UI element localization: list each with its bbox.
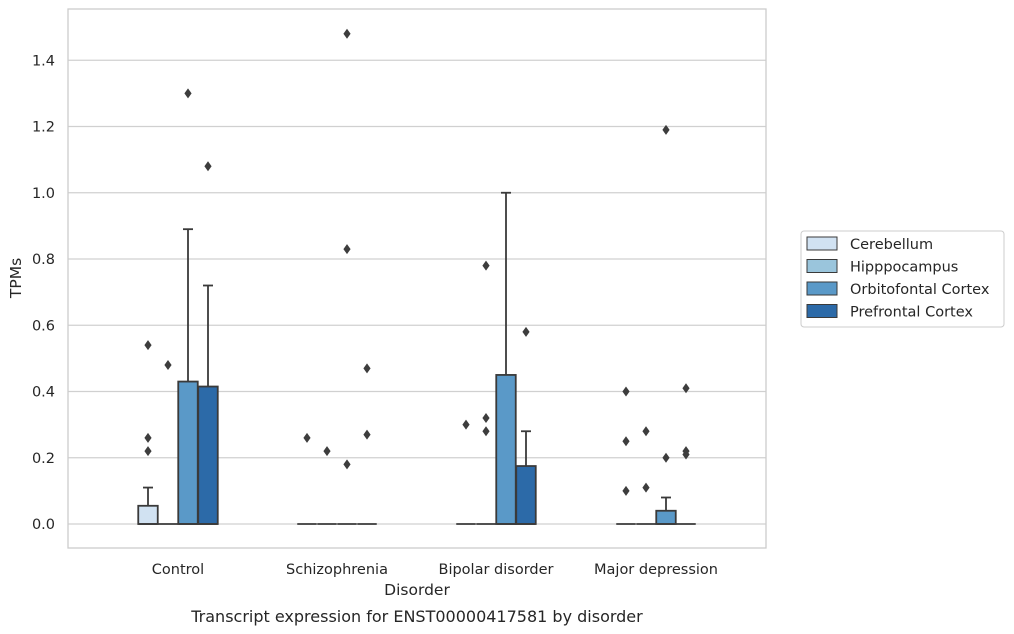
y-axis-label: TPMs [7, 258, 25, 299]
y-tick-label: 0.0 [32, 517, 55, 533]
outlier-point [662, 124, 670, 135]
outlier-point [184, 88, 192, 99]
box [495, 374, 517, 525]
outlier-point [303, 432, 311, 443]
box [137, 504, 159, 525]
y-tick-label: 0.4 [32, 385, 55, 401]
outlier-point [642, 426, 650, 437]
outlier-point [144, 432, 152, 443]
x-tick-label: Control [152, 562, 204, 578]
outlier-point [622, 436, 630, 447]
plot-frame [67, 8, 767, 549]
y-tick-label: 1.4 [32, 53, 55, 69]
box-cerebellum [456, 419, 476, 525]
outlier-point [323, 446, 331, 457]
outlier-point [343, 459, 351, 470]
box-cerebellum [616, 386, 636, 525]
outlier-point [622, 386, 630, 397]
outlier-point [522, 326, 530, 337]
legend-swatch [806, 304, 838, 318]
x-axis-label: Disorder [384, 581, 450, 599]
outlier-point [144, 446, 152, 457]
legend-label: Orbitofontal Cortex [850, 282, 990, 298]
box-orbitofontal-cortex [655, 124, 677, 525]
box-cerebellum [297, 432, 317, 525]
y-axis-ticks: 0.0 0.2 0.4 0.6 0.8 1.0 1.2 1.4 [32, 53, 55, 533]
box-orbitofontal-cortex [337, 28, 357, 525]
box-hipppocampus [476, 260, 496, 525]
box-hipppocampus [317, 446, 337, 525]
box-prefrontal-cortex [515, 326, 537, 525]
x-tick-label: Bipolar disorder [439, 562, 554, 578]
legend-label: Cerebellum [850, 237, 933, 253]
box-prefrontal-cortex [676, 383, 696, 525]
outlier-point [682, 383, 690, 394]
y-tick-label: 1.0 [32, 186, 55, 202]
box-prefrontal-cortex [357, 363, 377, 525]
box-orbitofontal-cortex [177, 88, 199, 525]
outlier-point [343, 244, 351, 255]
legend-swatch [806, 236, 838, 251]
box [197, 385, 219, 525]
legend-label: Hipppocampus [850, 260, 958, 276]
outlier-point [682, 449, 690, 460]
legend-frame [800, 230, 1005, 328]
box-cerebellum [137, 340, 159, 525]
box [655, 509, 677, 525]
box [515, 465, 537, 525]
outlier-point [204, 161, 212, 172]
outlier-point [482, 260, 490, 271]
outlier-point [164, 360, 172, 370]
outlier-point [622, 485, 630, 496]
legend-swatch [806, 259, 838, 273]
outlier-point [642, 482, 650, 493]
outlier-point [482, 426, 490, 437]
outlier-point [363, 363, 371, 374]
outlier-point [462, 419, 470, 430]
outlier-point [363, 429, 371, 440]
outlier-point [343, 28, 351, 39]
grid-lines [68, 59, 766, 525]
legend-label: Prefrontal Cortex [850, 305, 973, 321]
outlier-point [144, 340, 152, 351]
box-prefrontal-cortex [197, 161, 219, 525]
y-tick-label: 0.6 [32, 318, 55, 334]
x-tick-label: Schizophrenia [286, 562, 388, 578]
y-tick-label: 0.2 [32, 451, 55, 467]
box-hipppocampus [636, 426, 656, 525]
box-orbitofontal-cortex [495, 191, 517, 525]
legend: Cerebellum Hipppocampus Orbitofontal Corte… [800, 230, 1005, 328]
box-hipppocampus [158, 360, 178, 525]
y-tick-label: 1.2 [32, 120, 55, 136]
box [177, 380, 199, 525]
x-axis-ticks: Control Schizophrenia Bipolar disorder Majo… [152, 562, 718, 578]
outlier-point [482, 413, 490, 423]
chart-caption: Transcript expression for ENST0000041758… [190, 607, 643, 626]
y-tick-label: 0.8 [32, 252, 55, 268]
x-tick-label: Major depression [594, 562, 718, 578]
legend-swatch [806, 281, 838, 296]
box-series [137, 28, 696, 525]
outlier-point [662, 452, 670, 463]
